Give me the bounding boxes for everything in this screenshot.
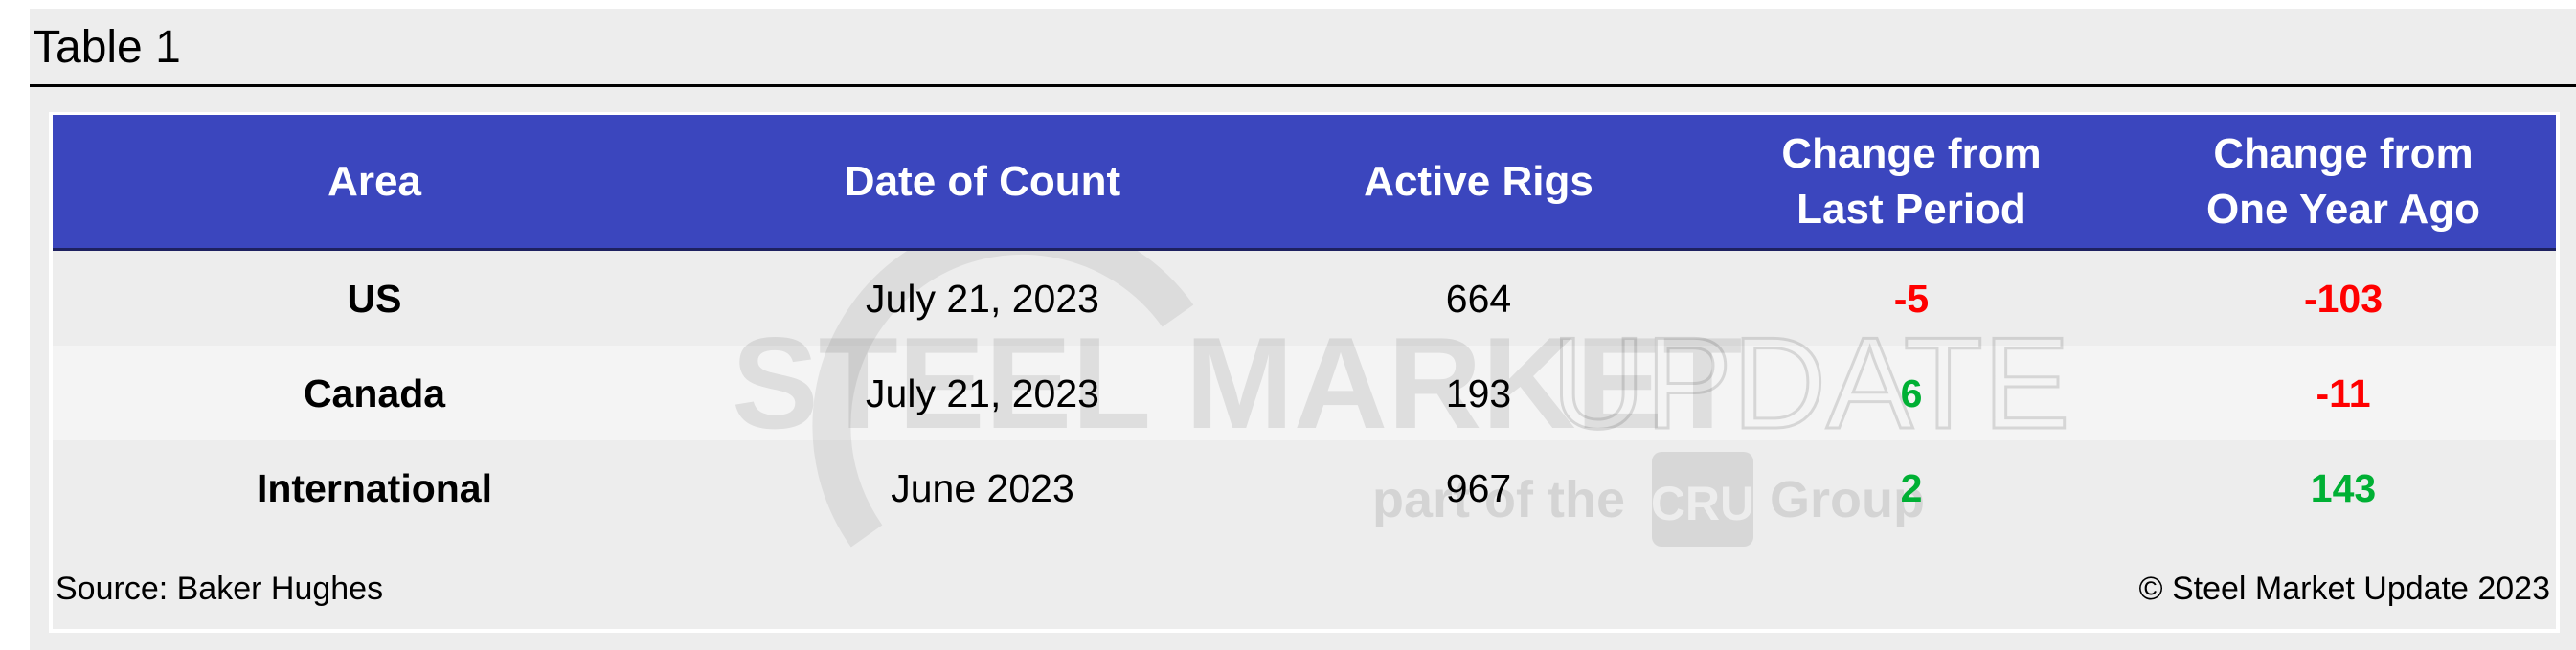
row-international: International June 2023 967 2 143 [53,440,2556,536]
row-us: US July 21, 2023 664 -5 -103 [53,251,2556,347]
date-cell: July 21, 2023 [866,370,1099,415]
column-header-active-rigs: Active Rigs [1364,157,1593,205]
title-divider [30,84,2576,87]
table-row [53,440,2556,536]
source-note: Source: Baker Hughes [56,571,384,607]
table-header: Area Date of Count Active Rigs Change fr… [53,115,2556,251]
column-header-change-year-ago: Change from One Year Ago [2205,130,2481,233]
area-cell: Canada [303,370,446,415]
change-year-cell: -103 [2303,276,2384,321]
rigs-cell: 193 [1445,370,1512,415]
rigs-cell: 664 [1445,276,1512,321]
change-period-cell: -5 [1893,276,1930,321]
table-row [53,346,2556,441]
rigs-cell: 967 [1445,465,1512,510]
date-cell: July 21, 2023 [866,276,1099,321]
table-title: Table 1 [33,22,181,73]
column-header-area: Area [328,157,421,205]
change-year-cell: 143 [2310,465,2377,510]
change-year-cell: -11 [2316,370,2371,415]
date-cell: June 2023 [891,465,1074,510]
change-period-cell: 6 [1900,370,1923,415]
column-header-date: Date of Count [844,157,1121,205]
area-cell: International [256,465,493,510]
change-period-cell: 2 [1900,465,1923,510]
table-row [53,251,2556,347]
row-canada: Canada July 21, 2023 193 6 -11 [53,346,2556,441]
column-header-change-last-period: Change from Last Period [1781,130,2042,233]
copyright-note: © Steel Market Update 2023 [2138,571,2550,607]
area-cell: US [347,276,402,321]
